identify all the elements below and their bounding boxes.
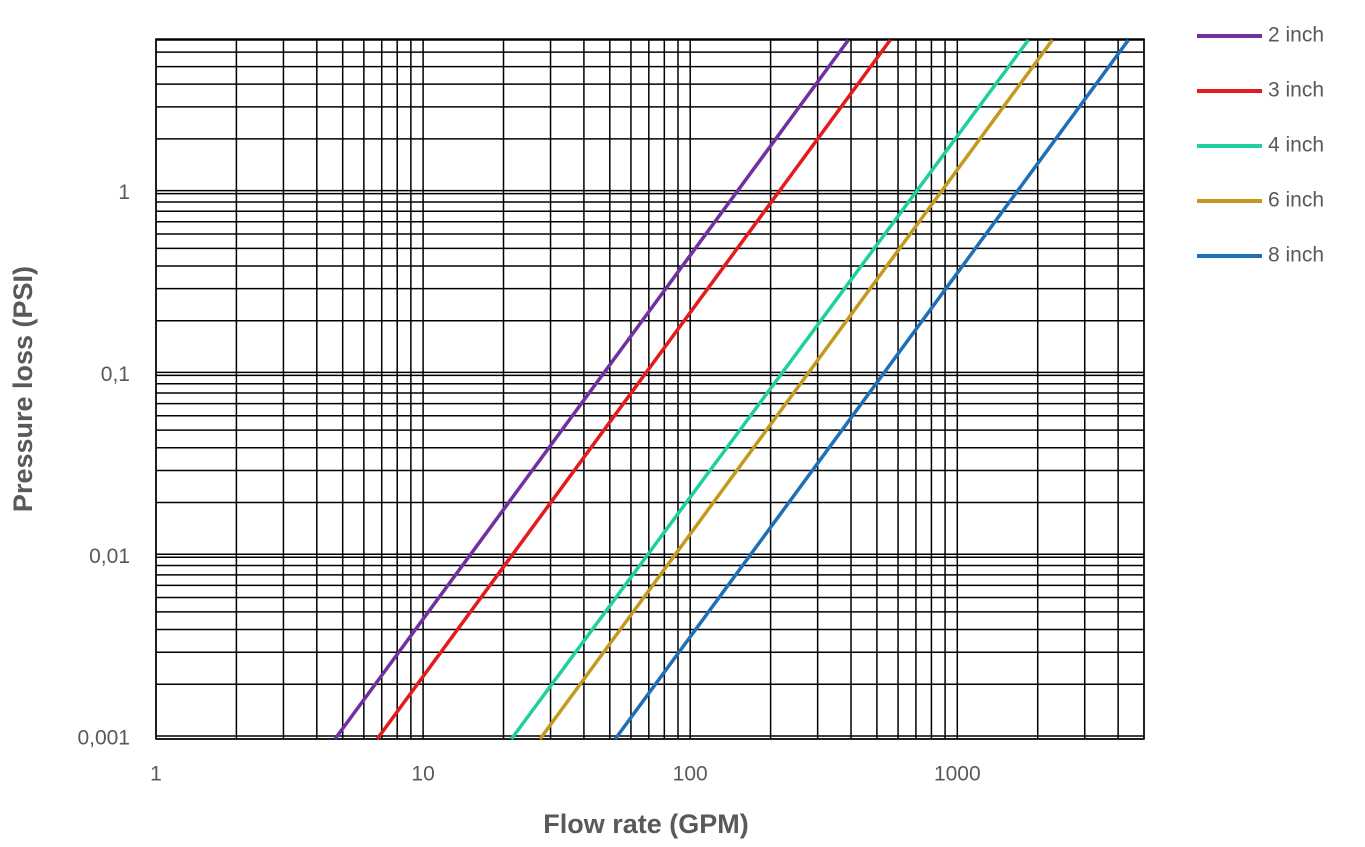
- series-line: [333, 38, 850, 741]
- legend-label: 6 inch: [1268, 189, 1324, 212]
- legend-label: 3 inch: [1268, 79, 1324, 102]
- series-line: [375, 38, 892, 741]
- legend-label: 4 inch: [1268, 134, 1324, 157]
- y-tick-label: 0,1: [101, 363, 130, 386]
- legend-label: 8 inch: [1268, 244, 1324, 267]
- x-tick-label: 100: [673, 763, 708, 786]
- series-line: [509, 38, 1030, 741]
- y-axis-label: Pressure loss (PSI): [8, 266, 38, 512]
- y-tick-label: 0,01: [89, 545, 130, 568]
- y-tick-label: 1: [118, 181, 130, 204]
- legend-label: 2 inch: [1268, 24, 1324, 47]
- series-line: [613, 38, 1130, 741]
- x-axis-label: Flow rate (GPM): [543, 809, 749, 839]
- x-tick-label: 1: [150, 763, 162, 786]
- x-tick-label: 10: [411, 763, 434, 786]
- x-tick-label: 1000: [934, 763, 981, 786]
- series-line: [538, 38, 1054, 741]
- y-tick-label: 0,001: [77, 727, 130, 750]
- plot-border: [155, 38, 1145, 740]
